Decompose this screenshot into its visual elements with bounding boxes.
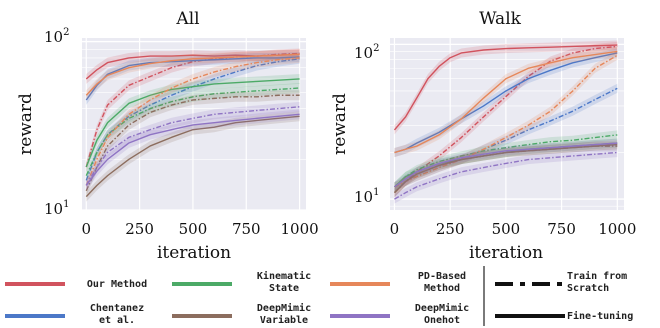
y-tick-label-10-walk: 101 (354, 187, 379, 206)
series-line-chentanez-et-al-fine-tuning (394, 52, 618, 154)
legend-label-deepmimic-variable: Variable (260, 314, 308, 326)
plot-area-walk (390, 38, 624, 210)
x-tick-label: 500 (492, 220, 521, 238)
series-group-walk (393, 40, 618, 204)
series-line-deepmimic-variable-fine-tuning (85, 115, 300, 198)
legend-label-chentanez-et-al: Chentanez (90, 303, 144, 314)
series-line-kinematic-state-fine-tuning (85, 78, 300, 168)
band-pd-based-method-train-from-scratch (394, 50, 618, 192)
series-line-pd-based-method-fine-tuning (394, 50, 618, 154)
legend-label-pd-based-method: Method (424, 283, 460, 294)
series-line-chentanez-et-al-train-from-scratch (85, 58, 300, 181)
x-ticks-walk: 0 250 500 750 1000 (390, 220, 637, 238)
y-tick-label-100-walk: 102 (354, 43, 379, 62)
x-axis-label-all: iteration (157, 243, 231, 263)
series-line-our-method-fine-tuning (393, 44, 618, 131)
band-chentanez-et-al-fine-tuning (394, 48, 618, 158)
band-deepmimic-variable-train-from-scratch (86, 90, 300, 196)
band-pd-based-method-train-from-scratch (86, 52, 300, 191)
band-our-method-fine-tuning (394, 40, 618, 135)
legend-label-fine-tuning: Fine-tuning (567, 310, 633, 322)
band-deepmimic-onehot-train-from-scratch (86, 101, 300, 191)
band-kinematic-state-train-from-scratch (394, 130, 618, 192)
x-tick-label: 1000 (281, 220, 319, 238)
x-tick-label: 250 (125, 220, 154, 238)
series-line-pd-based-method-train-from-scratch (394, 54, 618, 188)
legend-label-deepmimic-onehot: DeepMimic (415, 302, 469, 314)
band-deepmimic-onehot-fine-tuning (394, 138, 618, 192)
x-tick-label: 0 (81, 220, 91, 238)
y-tick-label-100-all: 102 (44, 27, 69, 46)
x-tick-label: 750 (232, 220, 261, 238)
band-deepmimic-variable-train-from-scratch (394, 141, 618, 198)
legend-item-our-method: Our Method (5, 279, 147, 290)
series-line-kinematic-state-train-from-scratch (393, 134, 618, 188)
y-axis-label-walk: reward (330, 93, 350, 155)
chart-title-walk: Walk (479, 9, 522, 29)
band-our-method-train-from-scratch (86, 48, 300, 172)
band-kinematic-state-train-from-scratch (86, 83, 300, 181)
legend-label-pd-based-method: PD-Based (418, 271, 466, 282)
y-tick-label-10-all: 101 (44, 199, 69, 218)
series-line-deepmimic-variable-train-from-scratch (85, 94, 300, 192)
legend-label-train-from-scratch: Train from (567, 270, 627, 282)
series-line-deepmimic-onehot-train-from-scratch (394, 151, 618, 200)
band-pd-based-method-fine-tuning (86, 49, 300, 101)
series-line-pd-based-method-fine-tuning (85, 53, 300, 96)
x-tick-label: 250 (436, 220, 465, 238)
x-ticks-all: 0 250 500 750 1000 (81, 220, 318, 238)
legend-label-kinematic-state: State (269, 283, 299, 294)
legend-label-deepmimic-variable: DeepMimic (257, 302, 311, 314)
series-line-deepmimic-onehot-fine-tuning (394, 142, 618, 188)
legend-item-fine-tuning: Fine-tuning (495, 310, 633, 322)
y-axis-label-all: reward (16, 93, 36, 155)
legend-label-deepmimic-onehot: Onehot (424, 315, 460, 326)
chart-all: All 0 250 500 750 1000 102 101 iteration rew… (16, 9, 319, 263)
series-line-deepmimic-onehot-train-from-scratch (85, 106, 300, 186)
x-tick-label: 750 (547, 220, 576, 238)
legend-label-kinematic-state: Kinematic (257, 270, 311, 282)
series-line-deepmimic-variable-train-from-scratch (393, 145, 618, 194)
x-axis-label-walk: iteration (469, 243, 543, 263)
x-tick-label: 0 (390, 220, 400, 238)
legend-label-our-method: Our Method (87, 279, 147, 290)
series-group-all (85, 48, 300, 202)
band-chentanez-et-al-train-from-scratch (86, 53, 300, 186)
series-line-kinematic-state-train-from-scratch (85, 87, 300, 176)
legend-label-train-from-scratch: Scratch (567, 283, 609, 294)
chart-title-all: All (175, 9, 199, 29)
chart-walk: Walk 0 250 500 750 1000 102 101 iteration re… (330, 9, 636, 263)
band-pd-based-method-fine-tuning (394, 46, 618, 158)
series-line-our-method-train-from-scratch (85, 52, 300, 168)
legend-label-chentanez-et-al: et al. (99, 315, 135, 326)
band-kinematic-state-fine-tuning (86, 73, 300, 172)
x-tick-label: 500 (179, 220, 208, 238)
band-chentanez-et-al-train-from-scratch (394, 83, 618, 192)
x-tick-label: 1000 (598, 220, 636, 238)
series-line-deepmimic-onehot-fine-tuning (85, 113, 300, 186)
